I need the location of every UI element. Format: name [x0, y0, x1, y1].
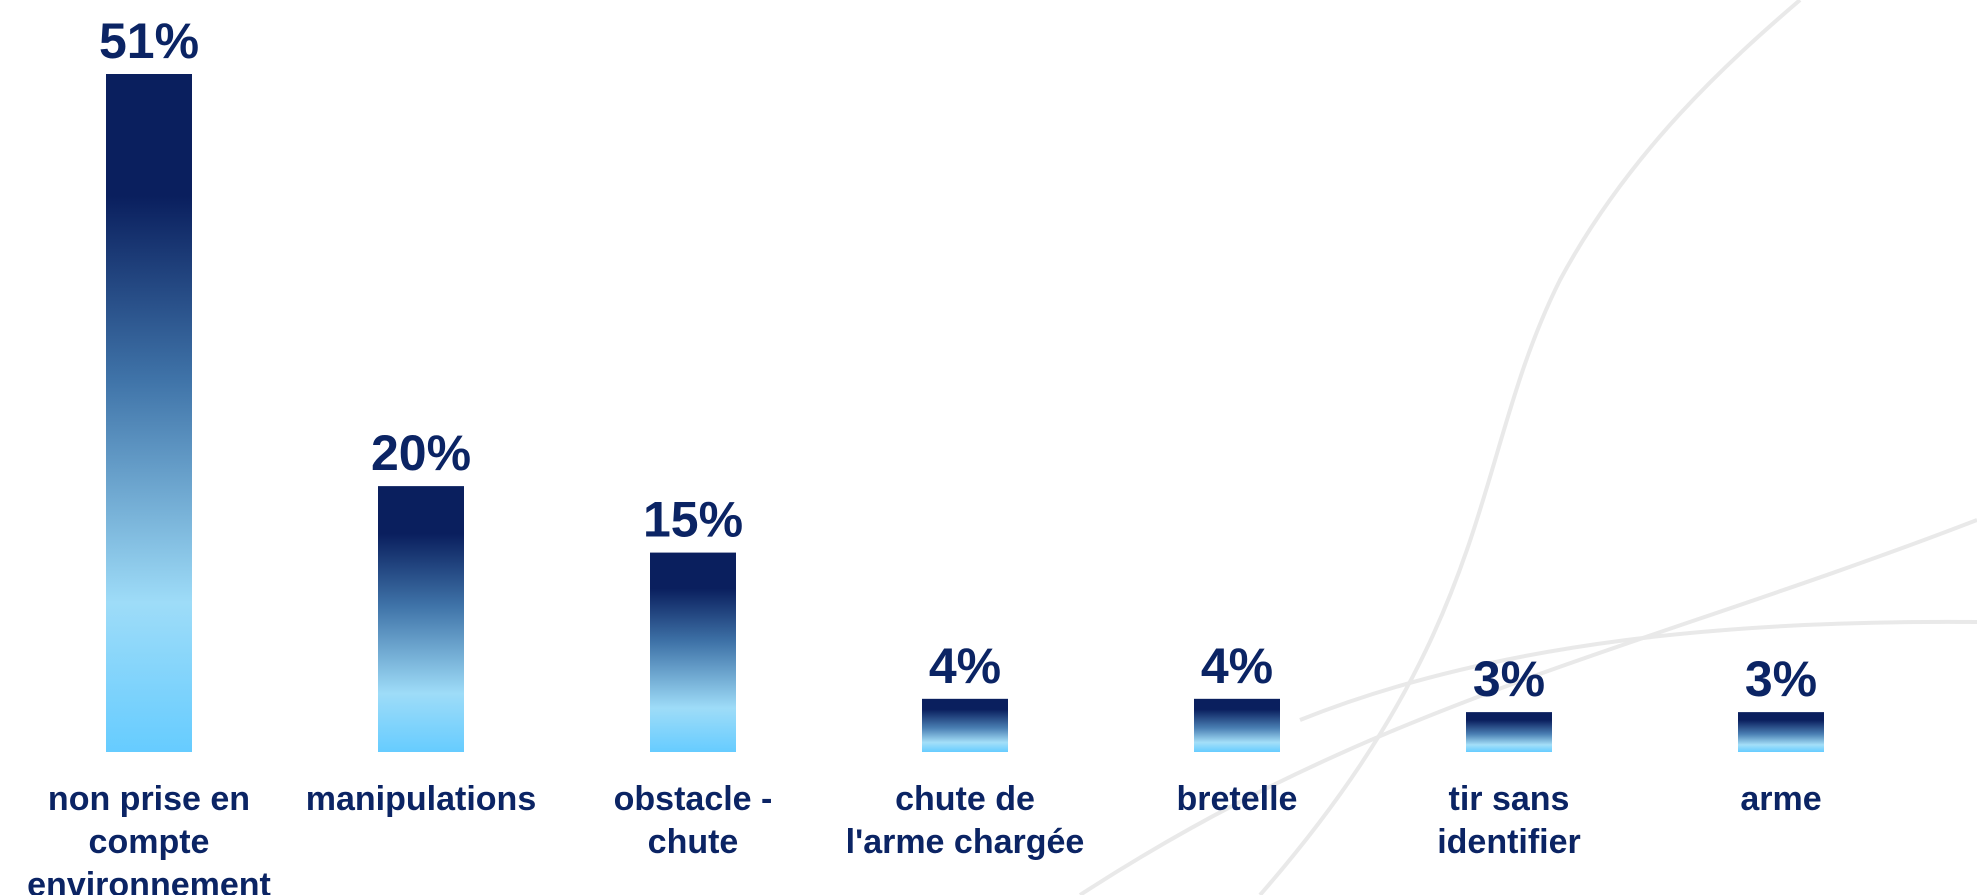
bar-6	[1738, 712, 1824, 752]
category-label-line: l'arme chargée	[846, 823, 1085, 861]
value-labels-group: 51% 20% 15% 4% 4% 3% 3%	[99, 13, 1817, 707]
category-label-4: bretelle	[1177, 780, 1298, 818]
value-label-3: 4%	[929, 638, 1001, 694]
category-label-line: chute de	[895, 780, 1035, 818]
category-label-line: environnement	[27, 866, 271, 895]
bar-2	[650, 552, 736, 752]
category-label-2: obstacle - chute	[614, 780, 773, 861]
category-labels-group: non prise en compte environnement manipulat…	[27, 780, 1822, 895]
value-label-6: 3%	[1745, 651, 1817, 707]
category-label-1: manipulations	[306, 780, 536, 818]
bar-3	[922, 698, 1008, 752]
category-label-line: bretelle	[1177, 780, 1298, 818]
category-label-line: obstacle -	[614, 780, 773, 818]
category-label-line: chute	[648, 823, 739, 861]
bars-group	[106, 74, 1824, 752]
value-label-2: 15%	[643, 492, 743, 548]
bar-0	[106, 74, 192, 752]
bar-5	[1466, 712, 1552, 752]
category-label-line: compte	[89, 823, 210, 861]
category-label-line: tir sans	[1449, 780, 1570, 818]
category-label-3: chute de l'arme chargée	[846, 780, 1085, 861]
value-label-0: 51%	[99, 13, 199, 69]
category-label-line: non prise en	[48, 780, 250, 818]
category-label-line: manipulations	[306, 780, 536, 818]
category-label-0: non prise en compte environnement	[27, 780, 271, 895]
value-label-5: 3%	[1473, 651, 1545, 707]
category-label-6: arme	[1740, 780, 1821, 818]
value-label-4: 4%	[1201, 638, 1273, 694]
bar-1	[378, 486, 464, 752]
background-decoration	[1078, 0, 1977, 895]
category-label-line: arme	[1740, 780, 1821, 818]
category-label-5: tir sans identifier	[1437, 780, 1581, 861]
category-label-line: identifier	[1437, 823, 1581, 861]
value-label-1: 20%	[371, 425, 471, 481]
bar-4	[1194, 698, 1280, 752]
